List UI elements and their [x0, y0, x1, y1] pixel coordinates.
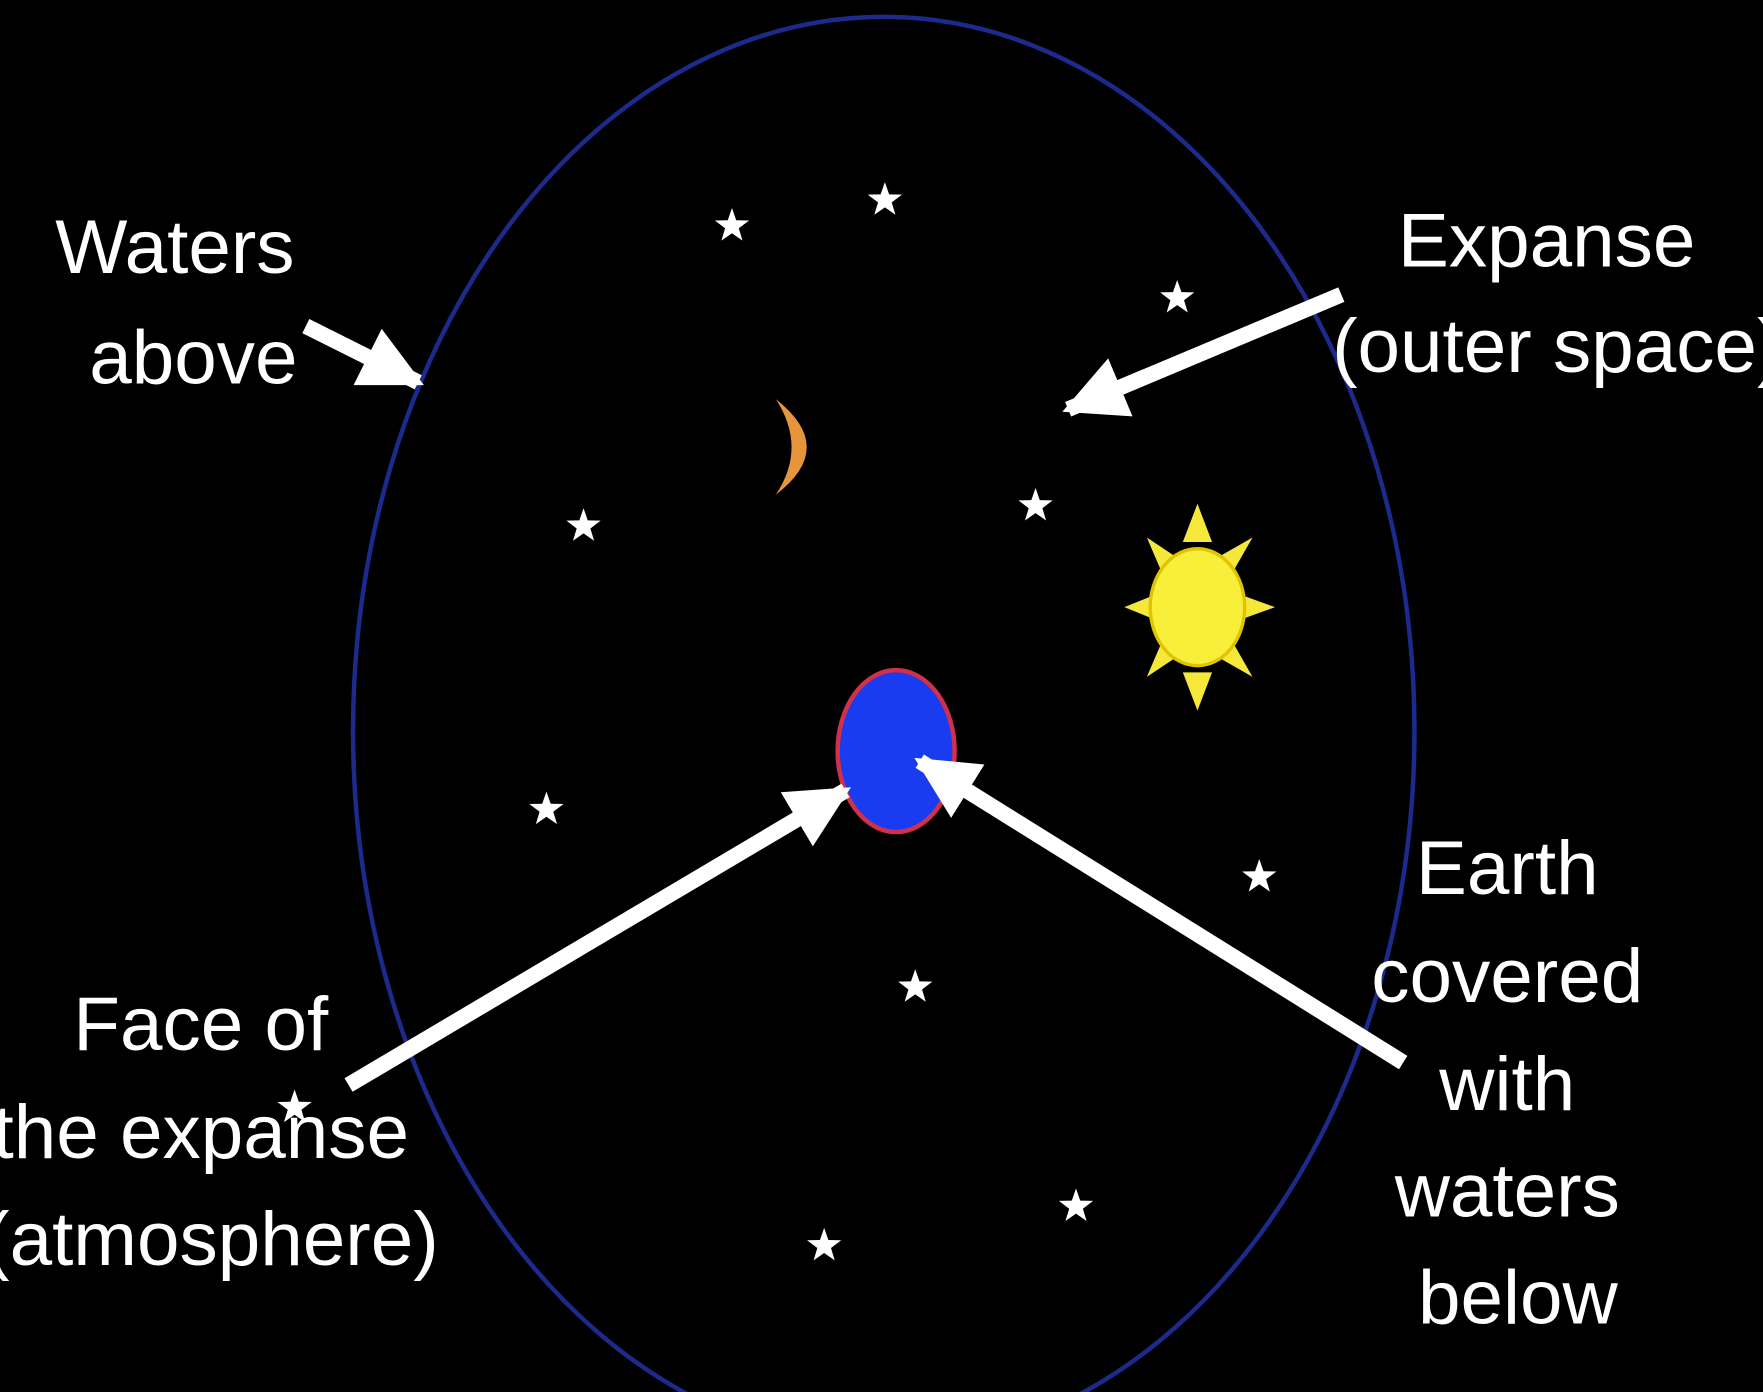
diagram: Waters above Expanse (outer space) Earth…: [0, 0, 1763, 1392]
label-line: (outer space): [1332, 304, 1763, 389]
label-line: the expanse: [0, 1090, 409, 1175]
label-line: waters: [1394, 1149, 1620, 1234]
label-line: covered: [1371, 934, 1643, 1019]
label-line: Waters: [55, 205, 294, 290]
label-line: Earth: [1416, 826, 1599, 911]
label-line: below: [1418, 1255, 1619, 1340]
label-line: above: [89, 315, 297, 400]
label-line: (atmosphere): [0, 1197, 439, 1282]
label-line: Expanse: [1398, 198, 1695, 283]
label-line: Face of: [73, 982, 329, 1067]
page: Waters above Expanse (outer space) Earth…: [0, 0, 1763, 1392]
earth: [838, 670, 955, 832]
label-line: with: [1438, 1042, 1575, 1127]
